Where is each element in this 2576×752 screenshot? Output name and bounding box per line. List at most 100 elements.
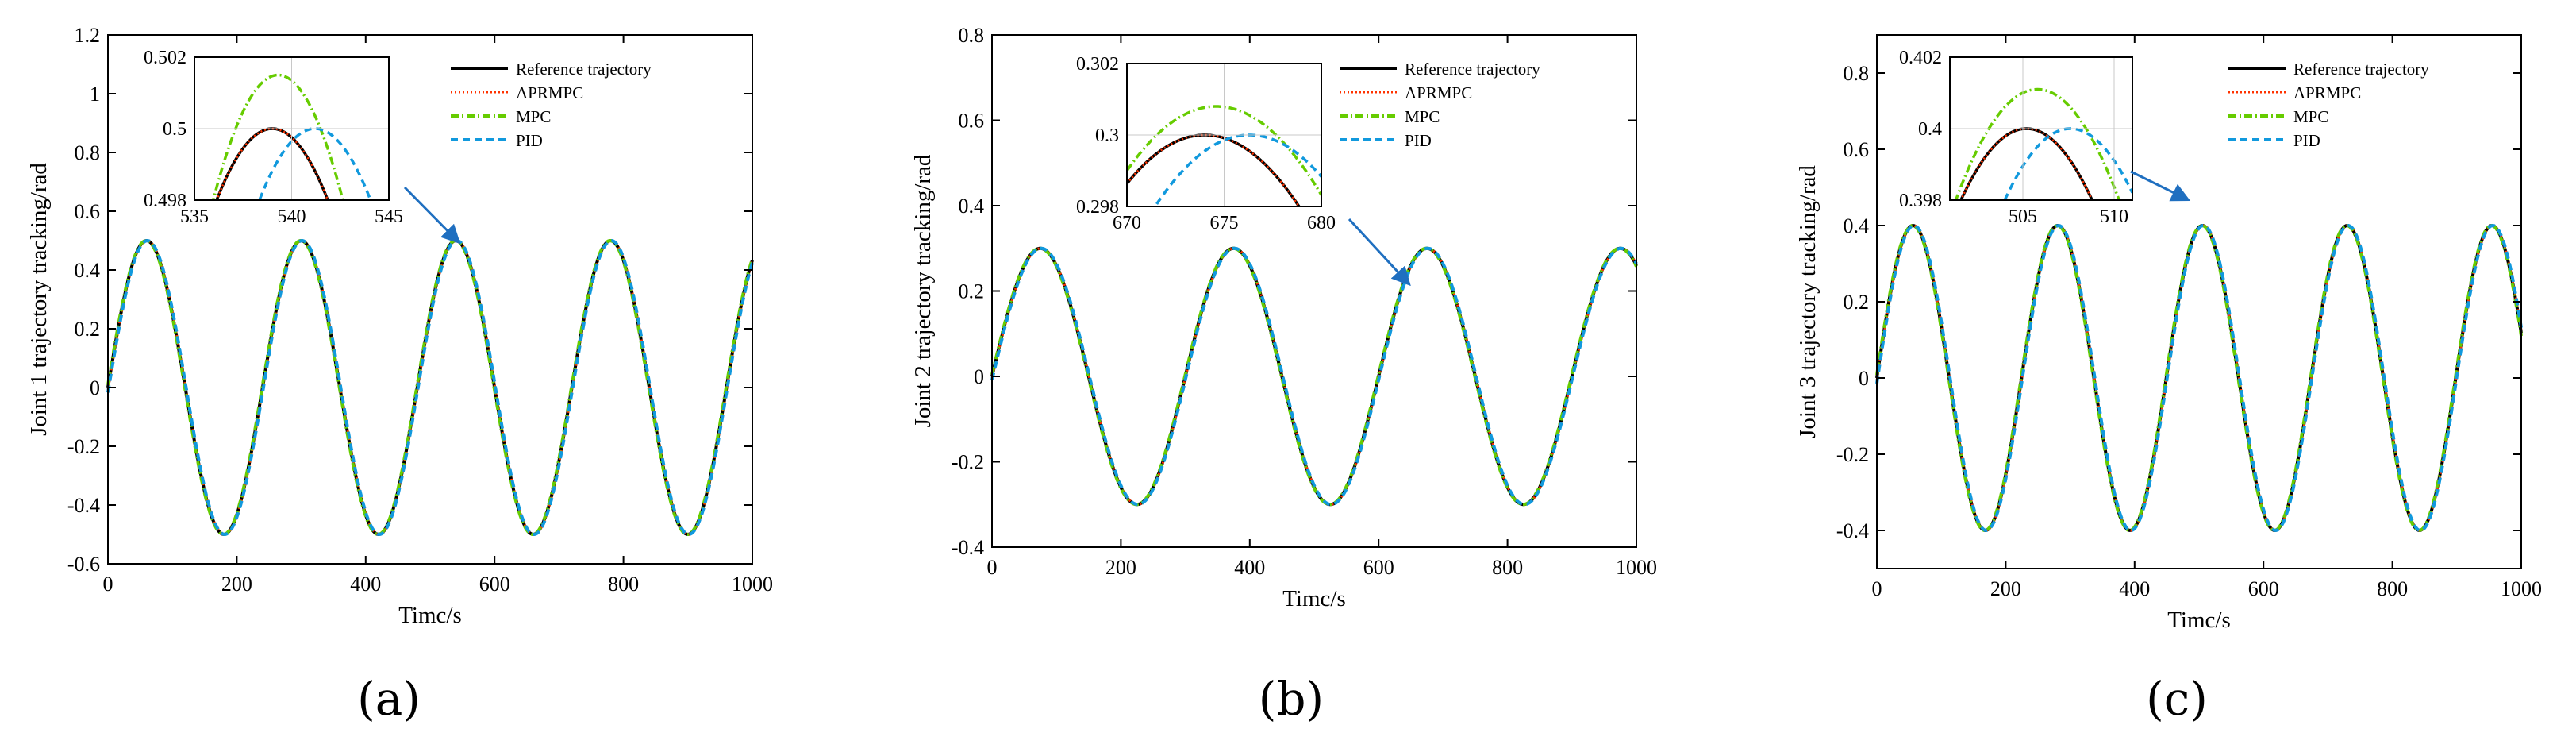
inset-frame-border — [194, 56, 390, 201]
x-tick-label: 800 — [1492, 556, 1523, 579]
x-tick-label: 600 — [479, 573, 510, 596]
y-tick-label: 0.4 — [959, 195, 985, 218]
inset-x-tick-label: 680 — [1307, 213, 1336, 233]
x-tick-label: 200 — [1105, 556, 1136, 579]
inset-x-tick-label: 540 — [278, 206, 306, 227]
y-axis-label: Joint 1 trajectory tracking/rad — [26, 163, 52, 436]
x-tick-label: 600 — [2248, 577, 2279, 600]
panel-caption: (c) — [2146, 672, 2208, 726]
inset-y-tick-label: 0.302 — [1076, 54, 1119, 75]
inset-series-mpc — [1954, 87, 2121, 200]
inset-zoom: 535 540 545 0.498 0.5 0.502 — [144, 48, 403, 227]
legend: Reference trajectory APRMPC MPC PID — [451, 60, 652, 150]
legend-entry: MPC — [516, 107, 551, 126]
inset-x-tick-label: 545 — [375, 206, 403, 227]
legend-entry: PID — [516, 131, 543, 150]
x-axis-label: Timc/s — [1282, 586, 1346, 611]
inset-x-tick-label: 535 — [180, 206, 209, 227]
y-tick-label: -0.4 — [67, 494, 100, 517]
inset-zoom: 505 510 0.398 0.4 0.402 — [1899, 48, 2133, 227]
y-tick-label: -0.4 — [1836, 519, 1869, 542]
chart-panel-a: 0 200 400 600 800 1000 -0.6 -0.4 -0.2 0 0.2 0.4 0.6 0… — [26, 24, 773, 726]
chart-panel-c: 0 200 400 600 800 1000 -0.4 -0.2 0 0.2 0.4 0.6 0.8 Ti… — [1795, 34, 2542, 726]
panel-caption: (a) — [357, 672, 421, 726]
y-tick-label: -0.2 — [67, 435, 100, 458]
inset-series-pid — [1153, 133, 1321, 206]
inset-x-tick-label: 505 — [2009, 206, 2037, 227]
series-line-pid — [106, 238, 754, 537]
inset-frame-border — [1949, 56, 2133, 201]
x-axis-label: Timc/s — [2167, 607, 2231, 633]
y-tick-label: 1.2 — [75, 24, 101, 47]
y-tick-label: 0 — [1859, 367, 1869, 390]
legend: Reference trajectory APRMPC MPC PID — [2228, 60, 2429, 150]
series-line-pid — [1875, 223, 2523, 533]
inset-series-mpc — [1127, 105, 1321, 196]
x-axis-label: Timc/s — [398, 603, 462, 628]
inset-series-reference-trajectory — [1959, 127, 2094, 200]
y-tick-label: 0.8 — [1844, 62, 1870, 85]
x-tick-label: 0 — [1872, 577, 1882, 600]
y-tick-label: -0.2 — [1836, 443, 1869, 466]
zoom-arrow — [403, 186, 461, 245]
series-line-mpc — [1875, 223, 2523, 533]
x-tick-label: 800 — [2377, 577, 2408, 600]
y-axis-label: Joint 3 trajectory tracking/rad — [1795, 165, 1821, 438]
plot-frame — [107, 34, 753, 565]
inset-y-tick-label: 0.298 — [1076, 197, 1119, 218]
x-tick-label: 400 — [350, 573, 381, 596]
zoom-arrow — [2130, 170, 2191, 202]
y-tick-label: 0.8 — [75, 141, 101, 164]
inset-zoom: 670 675 680 0.298 0.3 0.302 — [1076, 54, 1336, 233]
inset-y-tick-label: 0.502 — [144, 48, 186, 68]
legend-entry: MPC — [1405, 107, 1440, 126]
x-tick-label: 0 — [103, 573, 113, 596]
inset-x-tick-label: 670 — [1113, 213, 1141, 233]
legend-entry: PID — [1405, 131, 1432, 150]
x-tick-label: 400 — [2119, 577, 2150, 600]
series-line-reference-trajectory — [1875, 223, 2523, 533]
y-tick-label: 0.4 — [1844, 214, 1870, 237]
legend-entry: APRMPC — [1405, 83, 1472, 102]
y-tick-label: 0.2 — [75, 318, 101, 341]
inset-y-tick-label: 0.3 — [1095, 125, 1119, 146]
zoom-arrow — [1348, 218, 1411, 287]
y-tick-label: 0.6 — [1844, 138, 1870, 161]
inset-frame-border — [1126, 63, 1322, 207]
x-tick-label: 1000 — [2501, 577, 2542, 600]
x-tick-label: 600 — [1363, 556, 1394, 579]
x-tick-label: 800 — [608, 573, 639, 596]
inset-y-tick-label: 0.5 — [163, 119, 186, 140]
panel-caption: (b) — [1259, 672, 1324, 726]
chart-panel-b: 0 200 400 600 800 1000 -0.4 -0.2 0 0.2 0.4 0.6 0.8 Ti… — [910, 24, 1657, 726]
legend-entry: APRMPC — [516, 83, 583, 102]
legend-entry: Reference trajectory — [2293, 60, 2429, 79]
y-tick-label: 0.6 — [75, 200, 101, 223]
y-tick-label: 1 — [90, 83, 100, 106]
legend-entry: APRMPC — [2293, 83, 2361, 102]
series-line-pid — [990, 246, 1638, 507]
x-tick-label: 0 — [987, 556, 998, 579]
y-tick-label: 0.2 — [959, 280, 985, 303]
legend-entry: MPC — [2293, 107, 2328, 126]
y-tick-label: 0.4 — [75, 259, 101, 282]
series-line-aprmpc — [1875, 224, 2523, 532]
y-tick-label: 0 — [90, 376, 100, 399]
legend-entry: Reference trajectory — [1405, 60, 1540, 79]
inset-x-tick-label: 510 — [2100, 206, 2128, 227]
y-tick-label: 0.2 — [1844, 291, 1870, 314]
y-tick-label: -0.2 — [952, 451, 984, 474]
y-axis-label: Joint 2 trajectory tracking/rad — [910, 154, 936, 427]
y-tick-label: 0.8 — [959, 24, 985, 47]
x-tick-label: 400 — [1234, 556, 1265, 579]
x-tick-label: 200 — [1990, 577, 2021, 600]
y-tick-label: -0.4 — [952, 536, 984, 559]
x-tick-label: 1000 — [1616, 556, 1657, 579]
inset-series-mpc — [211, 73, 344, 200]
legend: Reference trajectory APRMPC MPC PID — [1340, 60, 1540, 150]
series-line-aprmpc — [990, 247, 1638, 506]
y-tick-label: -0.6 — [67, 553, 100, 576]
x-tick-label: 1000 — [732, 573, 773, 596]
